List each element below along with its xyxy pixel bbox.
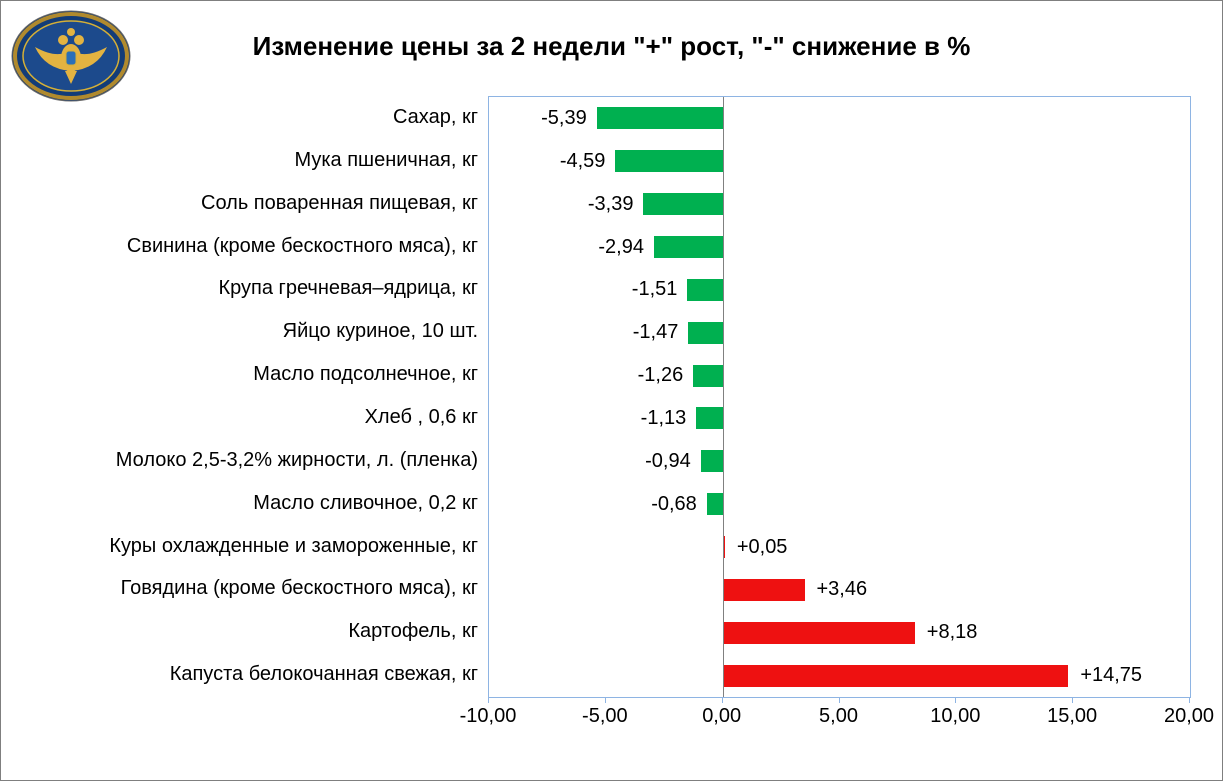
- x-axis-tick-mark: [604, 697, 606, 703]
- category-label: Сахар, кг: [393, 106, 478, 128]
- value-label: +8,18: [926, 621, 978, 644]
- x-axis-tick-label: 10,00: [930, 705, 981, 727]
- emblem-icon: [11, 10, 131, 102]
- value-label: -2,94: [598, 235, 644, 258]
- category-label: Капуста белокочанная свежая, кг: [169, 663, 478, 686]
- plot-area: -5,39 -4,59 -3,39 -2,94 -1,51 -1,47 -1,26 -1,13…: [488, 96, 1191, 698]
- bar: [723, 621, 915, 644]
- category-label: Крупа гречневая–ядрица, кг: [218, 277, 478, 300]
- bar: [696, 407, 723, 430]
- category-label: Соль поваренная пищевая, кг: [201, 191, 478, 214]
- bar: [706, 493, 723, 516]
- x-axis-tick-label: 15,00: [1047, 705, 1098, 727]
- x-axis-tick-mark: [1072, 697, 1074, 703]
- x-axis-tick-mark: [1189, 697, 1190, 703]
- value-label: -5,39: [541, 107, 587, 129]
- category-label: Картофель, кг: [348, 620, 478, 643]
- value-label: -3,39: [587, 192, 634, 215]
- bar: [693, 364, 723, 387]
- bar: [653, 236, 723, 258]
- x-axis-tick-label: 5,00: [819, 705, 858, 727]
- value-label: +0,05: [736, 535, 788, 558]
- bar: [688, 321, 723, 344]
- bar: [700, 450, 723, 473]
- x-axis-tick-mark: [721, 697, 723, 703]
- x-axis-labels: -10,00 -5,00 0,00 5,00 10,00 15,00 20,00: [460, 705, 1214, 735]
- bar: [615, 150, 723, 173]
- x-axis-tick-label: -5,00: [582, 705, 628, 727]
- bar: [643, 193, 723, 216]
- category-labels: Сахар, кг Мука пшеничная, кг Соль поваренн…: [11, 96, 478, 696]
- value-label: -0,68: [651, 492, 697, 515]
- x-axis-tick-label: 20,00: [1163, 705, 1215, 727]
- category-label: Масло подсолнечное, кг: [253, 363, 478, 386]
- bar: [596, 107, 723, 130]
- x-axis-tick-label: 0,00: [702, 705, 742, 727]
- value-label: -1,47: [632, 321, 679, 344]
- treasury-emblem-logo: [9, 9, 133, 103]
- value-label: -0,94: [645, 449, 691, 472]
- category-label: Мука пшеничная, кг: [294, 148, 478, 171]
- category-label: Говядина (кроме бескостного мяса), кг: [120, 577, 478, 600]
- x-axis-tick-mark: [488, 697, 489, 703]
- category-label: Яйцо куриное, 10 шт.: [282, 320, 478, 343]
- category-label: Свинина (кроме бескостного мяса), кг: [126, 234, 478, 257]
- x-axis-ticks: [488, 697, 1190, 704]
- value-label: -1,26: [637, 364, 684, 387]
- zero-axis-line: [722, 97, 724, 697]
- x-axis-tick-mark: [838, 697, 840, 703]
- value-label: -4,59: [559, 149, 606, 172]
- category-label: Масло сливочное, 0,2 кг: [253, 491, 478, 514]
- category-label: Молоко 2,5-3,2% жирности, л. (пленка): [115, 448, 478, 471]
- bar: [723, 664, 1069, 687]
- bar: [723, 578, 805, 601]
- value-label: +3,46: [816, 578, 868, 601]
- bar: [687, 278, 723, 301]
- bar: [723, 536, 725, 558]
- x-axis-tick-label: -10,00: [459, 705, 517, 727]
- value-label: -1,51: [631, 278, 678, 301]
- chart-title: Изменение цены за 2 недели "+" рост, "-"…: [252, 31, 971, 61]
- value-label: -1,13: [640, 407, 687, 429]
- x-axis-tick-mark: [955, 697, 957, 703]
- category-label: Куры охлажденные и замороженные, кг: [109, 534, 478, 557]
- category-label: Хлеб , 0,6 кг: [364, 406, 478, 428]
- value-label: +14,75: [1080, 664, 1143, 687]
